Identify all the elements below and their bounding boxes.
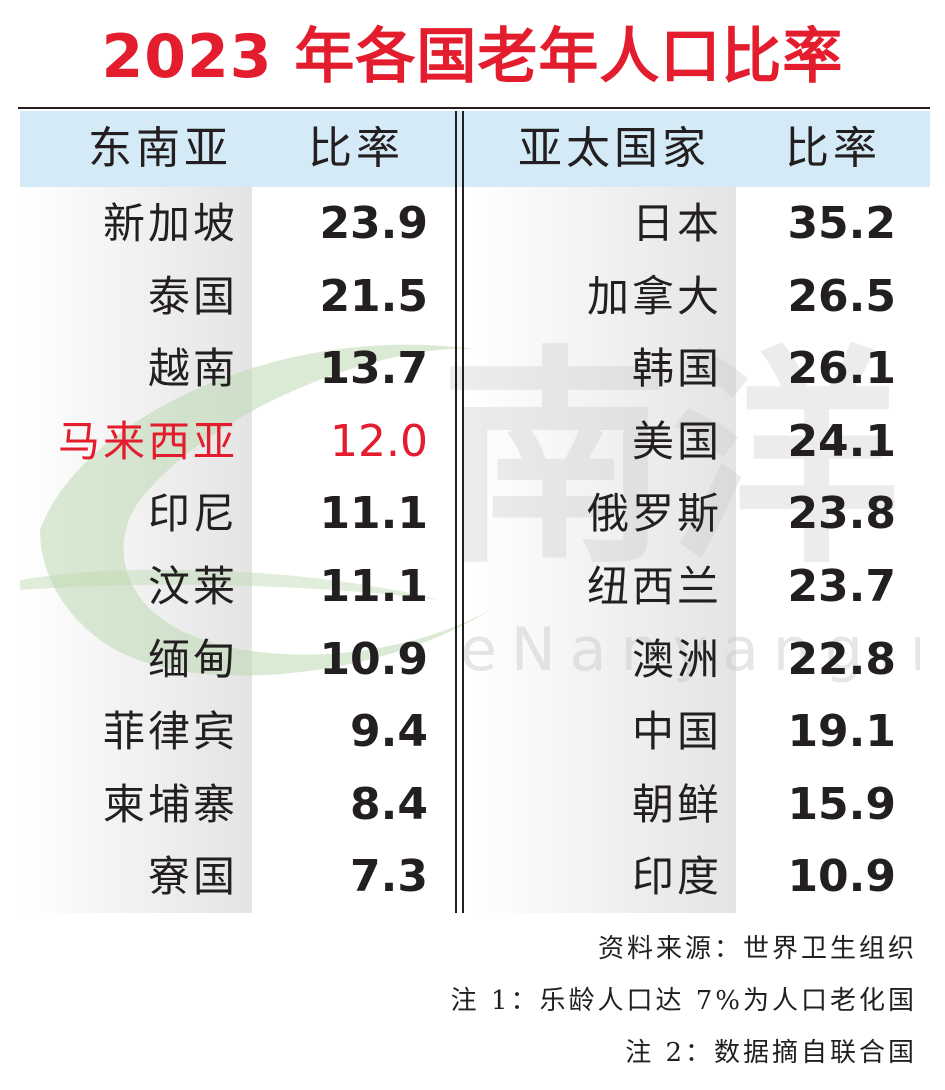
table-header-bar: [20, 111, 930, 187]
right-row-value: 19.1: [787, 706, 896, 758]
right-row-value: 23.8: [787, 488, 896, 540]
right-row-value: 10.9: [787, 851, 896, 903]
right-row-name: 朝鲜: [631, 779, 722, 829]
right-row-name: 美国: [631, 416, 722, 466]
right-row-name: 印度: [631, 852, 722, 902]
right-row-value: 26.1: [787, 343, 896, 395]
left-row-name: 新加坡: [102, 199, 238, 248]
left-row-name: 泰国: [147, 271, 238, 321]
right-row-value: 24.1: [787, 415, 896, 467]
left-row-value: 11.1: [319, 561, 428, 612]
left-row-value: 21.5: [319, 270, 428, 322]
left-row-name: 缅甸: [147, 634, 238, 684]
header-asia-pacific: 亚太国家: [518, 123, 710, 174]
top-rule: [18, 107, 930, 109]
right-row-value: 22.8: [787, 633, 896, 685]
left-row-value: 11.1: [319, 488, 428, 540]
left-row-name: 越南: [147, 344, 238, 394]
right-row-name: 纽西兰: [586, 562, 722, 611]
footnote-2: 注 2：数据摘自联合国: [625, 1038, 917, 1068]
right-row-name: 日本: [631, 199, 722, 248]
header-southeast-asia: 东南亚: [88, 123, 232, 174]
left-row-value: 7.3: [350, 851, 428, 903]
left-row-name: 寮国: [147, 852, 238, 902]
left-row-value: 8.4: [350, 778, 428, 830]
left-row-value: 13.7: [319, 343, 428, 395]
right-name-column-shade: [470, 187, 736, 913]
header-rate-right: 比率: [785, 123, 881, 174]
right-row-value: 23.7: [787, 561, 896, 612]
column-divider: [455, 111, 464, 913]
right-row-name: 韩国: [631, 344, 722, 394]
right-row-name: 澳洲: [631, 634, 722, 684]
left-row-name: 汶莱: [147, 562, 238, 611]
right-row-value: 35.2: [787, 198, 896, 249]
right-row-value: 15.9: [787, 778, 896, 830]
left-row-value: 23.9: [319, 198, 428, 249]
left-row-name: 印尼: [147, 489, 238, 539]
left-row-name: 柬埔寨: [102, 779, 238, 829]
left-row-name: 马来西亚: [57, 416, 238, 466]
right-row-name: 加拿大: [586, 271, 722, 321]
left-row-name: 菲律宾: [102, 707, 238, 757]
right-row-value: 26.5: [787, 270, 896, 322]
footnote-1: 注 1：乐龄人口达 7%为人口老化国: [450, 986, 917, 1016]
left-row-value: 12.0: [330, 415, 428, 467]
source-note: 资料来源：世界卫生组织: [597, 934, 917, 964]
right-row-name: 中国: [631, 707, 722, 757]
chart-title: 2023 年各国老年人口比率: [101, 22, 844, 92]
left-row-value: 9.4: [350, 706, 428, 758]
right-row-name: 俄罗斯: [586, 489, 722, 539]
header-rate-left: 比率: [308, 123, 404, 174]
left-row-value: 10.9: [319, 633, 428, 685]
